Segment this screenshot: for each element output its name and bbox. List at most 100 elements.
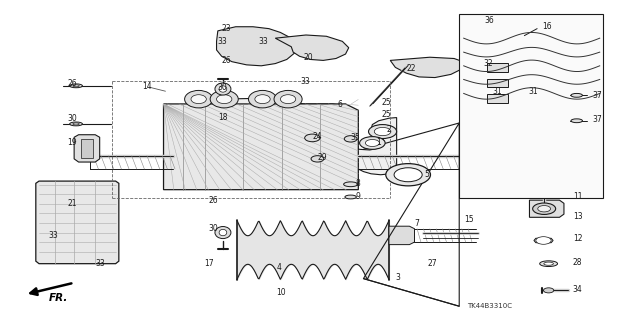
Text: 37: 37 [592, 91, 602, 100]
Text: 15: 15 [465, 215, 474, 224]
Text: 25: 25 [381, 110, 391, 119]
Polygon shape [390, 57, 466, 78]
Polygon shape [275, 35, 349, 60]
Text: 4: 4 [276, 263, 282, 272]
Ellipse shape [344, 182, 358, 187]
Text: 33: 33 [48, 231, 58, 240]
Circle shape [374, 127, 391, 136]
Text: 30: 30 [209, 224, 219, 233]
Polygon shape [487, 94, 508, 103]
Text: 19: 19 [67, 138, 77, 147]
Text: 16: 16 [542, 22, 552, 31]
Text: 30: 30 [67, 114, 77, 123]
Ellipse shape [210, 90, 238, 108]
Polygon shape [216, 27, 296, 66]
Ellipse shape [73, 123, 79, 125]
Text: 28: 28 [573, 258, 582, 267]
Polygon shape [487, 63, 508, 71]
Ellipse shape [70, 122, 83, 126]
Ellipse shape [219, 229, 227, 236]
Ellipse shape [540, 261, 557, 267]
Ellipse shape [544, 262, 554, 265]
Circle shape [369, 124, 397, 138]
Text: 17: 17 [204, 259, 213, 268]
Text: 21: 21 [67, 199, 77, 208]
Text: 14: 14 [143, 82, 152, 91]
Text: 8: 8 [356, 179, 360, 188]
Text: 37: 37 [592, 115, 602, 124]
Circle shape [386, 164, 431, 186]
Circle shape [311, 156, 324, 162]
Text: 26: 26 [209, 196, 218, 205]
Circle shape [394, 168, 422, 182]
Text: FR.: FR. [49, 293, 68, 303]
Circle shape [536, 237, 551, 244]
Text: 6: 6 [338, 100, 343, 109]
Circle shape [532, 203, 556, 214]
Text: 31: 31 [492, 87, 502, 96]
Text: TK44B3310C: TK44B3310C [467, 303, 512, 308]
Ellipse shape [345, 195, 356, 199]
Text: 2: 2 [387, 125, 391, 134]
Ellipse shape [191, 95, 206, 104]
Text: 30: 30 [218, 83, 228, 92]
Ellipse shape [248, 90, 276, 108]
Text: 12: 12 [573, 234, 582, 243]
Ellipse shape [571, 93, 582, 97]
Ellipse shape [70, 84, 83, 88]
Ellipse shape [184, 90, 212, 108]
Polygon shape [74, 135, 100, 162]
Text: 24: 24 [312, 132, 322, 141]
Polygon shape [36, 181, 119, 264]
Text: 22: 22 [407, 64, 417, 73]
Polygon shape [389, 226, 415, 245]
Text: 33: 33 [218, 37, 228, 46]
Polygon shape [164, 99, 397, 188]
Text: 1: 1 [376, 137, 381, 146]
Bar [460, 14, 603, 197]
Polygon shape [487, 78, 508, 87]
Text: 32: 32 [483, 59, 493, 68]
Circle shape [365, 139, 380, 146]
Text: 33: 33 [259, 37, 268, 46]
Text: 34: 34 [573, 285, 582, 293]
Polygon shape [164, 104, 358, 190]
Text: 18: 18 [218, 113, 227, 122]
Circle shape [305, 134, 320, 142]
Text: 20: 20 [303, 53, 313, 62]
Text: 3: 3 [396, 273, 400, 282]
Ellipse shape [280, 95, 296, 104]
Text: 9: 9 [356, 192, 360, 202]
Polygon shape [534, 238, 553, 243]
Ellipse shape [571, 119, 582, 123]
Text: 7: 7 [415, 219, 419, 227]
Text: 36: 36 [484, 16, 495, 25]
Ellipse shape [73, 85, 79, 87]
Text: 31: 31 [528, 87, 538, 96]
Text: 27: 27 [428, 259, 437, 268]
Text: 33: 33 [301, 77, 310, 86]
Text: 26: 26 [67, 79, 77, 88]
Text: 23: 23 [221, 24, 231, 33]
Text: 35: 35 [351, 133, 360, 142]
Text: 29: 29 [317, 153, 327, 162]
Ellipse shape [219, 86, 227, 92]
Text: 11: 11 [573, 192, 582, 202]
Ellipse shape [274, 90, 302, 108]
Circle shape [344, 136, 357, 142]
Ellipse shape [215, 83, 231, 95]
Text: 25: 25 [381, 99, 391, 108]
Text: 26: 26 [221, 56, 231, 65]
Text: 33: 33 [95, 259, 105, 268]
Polygon shape [81, 139, 93, 158]
Polygon shape [529, 200, 564, 217]
Text: 13: 13 [573, 212, 582, 221]
Text: 10: 10 [276, 288, 286, 297]
Circle shape [360, 137, 385, 149]
Circle shape [543, 288, 554, 293]
Ellipse shape [255, 95, 270, 104]
Ellipse shape [215, 226, 231, 239]
Circle shape [538, 205, 550, 212]
Ellipse shape [216, 95, 232, 104]
Text: 5: 5 [425, 170, 429, 179]
